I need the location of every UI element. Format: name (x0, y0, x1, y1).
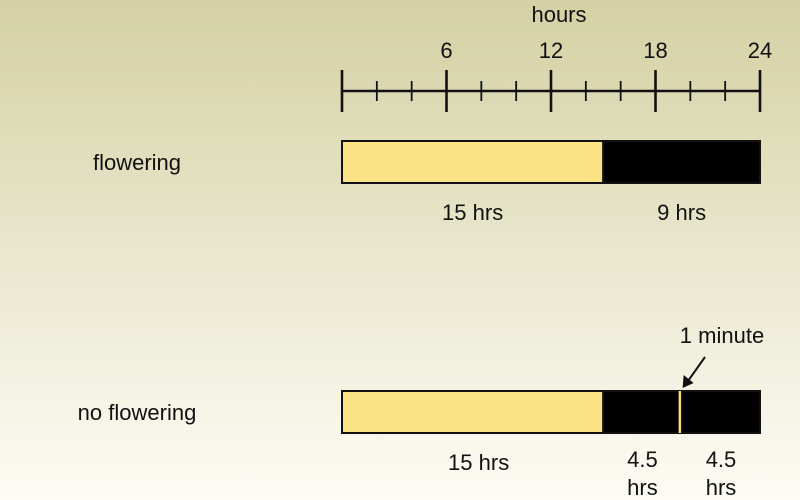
segment-duration-label: 15 hrs (448, 450, 509, 475)
segment-duration-label: 15 hrs (442, 200, 503, 225)
axis-tick-label: 6 (440, 38, 452, 63)
hours-axis: hours 6 12 18 24 (340, 2, 772, 112)
axis-tick-label: 18 (643, 38, 667, 63)
dark-period-segment (602, 140, 761, 184)
callout-label: 1 minute (680, 323, 764, 348)
segment-duration-label: 4.5 hrs (627, 447, 658, 500)
row-no-flowering: no flowering 15 hrs 4.5 hrs 4.5 hrs 1 minute (78, 323, 765, 500)
light-period-segment (341, 140, 605, 184)
light-period-segment (341, 390, 605, 434)
row-label-no-flowering: no flowering (78, 400, 197, 425)
dark-period-segment (680, 390, 761, 434)
segment-duration-label: 4.5 hrs (706, 447, 737, 500)
row-flowering: flowering 15 hrs 9 hrs (93, 140, 761, 225)
axis-tick-label: 24 (748, 38, 772, 63)
segment-duration-label: 9 hrs (657, 200, 706, 225)
callout-arrow-head (682, 375, 694, 388)
row-label-flowering: flowering (93, 150, 181, 175)
axis-title: hours (531, 2, 586, 27)
callout-arrow-shaft (685, 356, 706, 384)
axis-tick-label: 12 (539, 38, 563, 63)
dark-period-segment (602, 390, 683, 434)
